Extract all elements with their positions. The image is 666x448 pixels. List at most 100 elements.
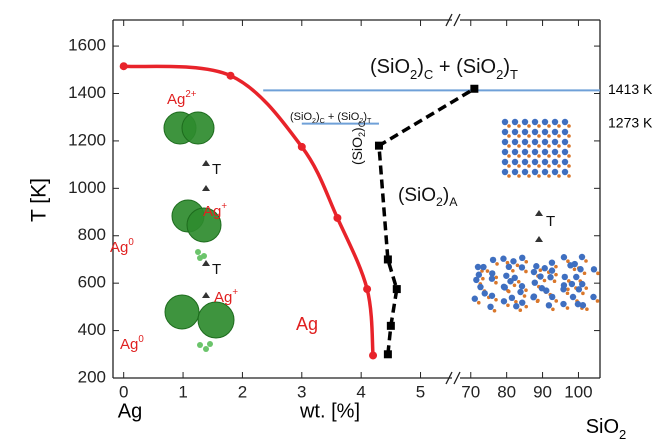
atom [527,174,531,178]
arrow [202,160,210,166]
point [375,142,383,150]
atom [527,124,531,128]
atom [552,169,558,175]
annotation-part: 2 [619,427,626,442]
atom [567,124,571,128]
point [393,285,401,293]
atom [542,119,548,125]
y-tick-label: 400 [78,320,106,339]
series-line [379,89,474,355]
atom [591,266,597,272]
y-tick-label: 1400 [68,83,106,102]
point [387,322,395,330]
atom [522,129,528,135]
atom [512,149,518,155]
reference-label: 1273 K [608,114,653,130]
illustration [197,342,203,348]
annotation: Ag0 [110,237,134,256]
point [227,72,235,80]
atom [502,139,508,145]
illustration [203,346,209,352]
atom [532,279,538,285]
atom [517,144,521,148]
axis-break [454,14,460,26]
atom [552,159,558,165]
atom [524,305,528,309]
atom [507,154,511,158]
annotation-part: Ag [296,314,318,334]
annotation-part: A [449,195,458,209]
atom [596,299,600,303]
y-tick-label: 1200 [68,130,106,149]
atom [494,281,498,285]
atom [557,124,561,128]
x-tick-label: 0 [119,382,128,401]
annotation-part: + (SiO [325,111,360,123]
annotation-part: C [357,120,367,127]
x-tick-label: 2 [238,382,247,401]
atom [527,144,531,148]
atom [570,294,576,300]
annotation-part: + (SiO [433,56,496,78]
annotation-part: Ag [167,91,185,108]
annotation: T [212,261,221,278]
atom [557,164,561,168]
atom [547,274,553,280]
atom [557,154,561,158]
atom [517,124,521,128]
atom [507,174,511,178]
atom [569,281,575,287]
atom [567,144,571,148]
x-tick-label: 80 [497,382,516,401]
atom [473,277,479,283]
atom [539,268,543,272]
atom [512,139,518,145]
atom [532,139,538,145]
atom [516,263,520,267]
atom [511,269,515,273]
annotation-part: (SiO [398,185,436,206]
atom [547,134,551,138]
atom [567,154,571,158]
atom [517,164,521,168]
atom [522,119,528,125]
x-tick-label: 3 [297,382,306,401]
annotation-part: Ag [110,239,128,256]
x-tick-label: 90 [533,382,552,401]
chart: T [K] wt. [%] Ag 20040060080010001200140… [0,0,666,448]
atom [512,275,518,281]
annotation: (SiO2)C + (SiO2)T [370,56,518,82]
atom [517,280,521,284]
atom [507,144,511,148]
annotation: Ag2+ [167,89,197,108]
atom [503,273,509,279]
annotation: (SiO2)C [349,120,368,165]
x-tick-label: 4 [356,382,365,401]
annotation: T [546,213,555,230]
atom [557,144,561,148]
arrow [535,210,543,216]
atom [507,164,511,168]
annotation-part: 2 [410,67,417,82]
annotation: Ag+ [203,201,227,220]
atom [562,149,568,155]
atom [513,303,519,309]
atom [566,306,570,310]
annotation-part: + [232,287,238,298]
atom [507,290,511,294]
atom [507,124,511,128]
atom [477,301,481,305]
atom [487,304,493,310]
atom [554,299,558,303]
atom [512,159,518,165]
atom [572,261,578,267]
x-tick-label: 70 [461,382,480,401]
illustration [197,255,203,261]
point [333,214,341,222]
atom [537,273,543,279]
annotation-part: T [212,261,221,278]
atom [542,129,548,135]
atom [579,254,585,260]
atom [519,255,525,261]
atom [543,279,547,283]
